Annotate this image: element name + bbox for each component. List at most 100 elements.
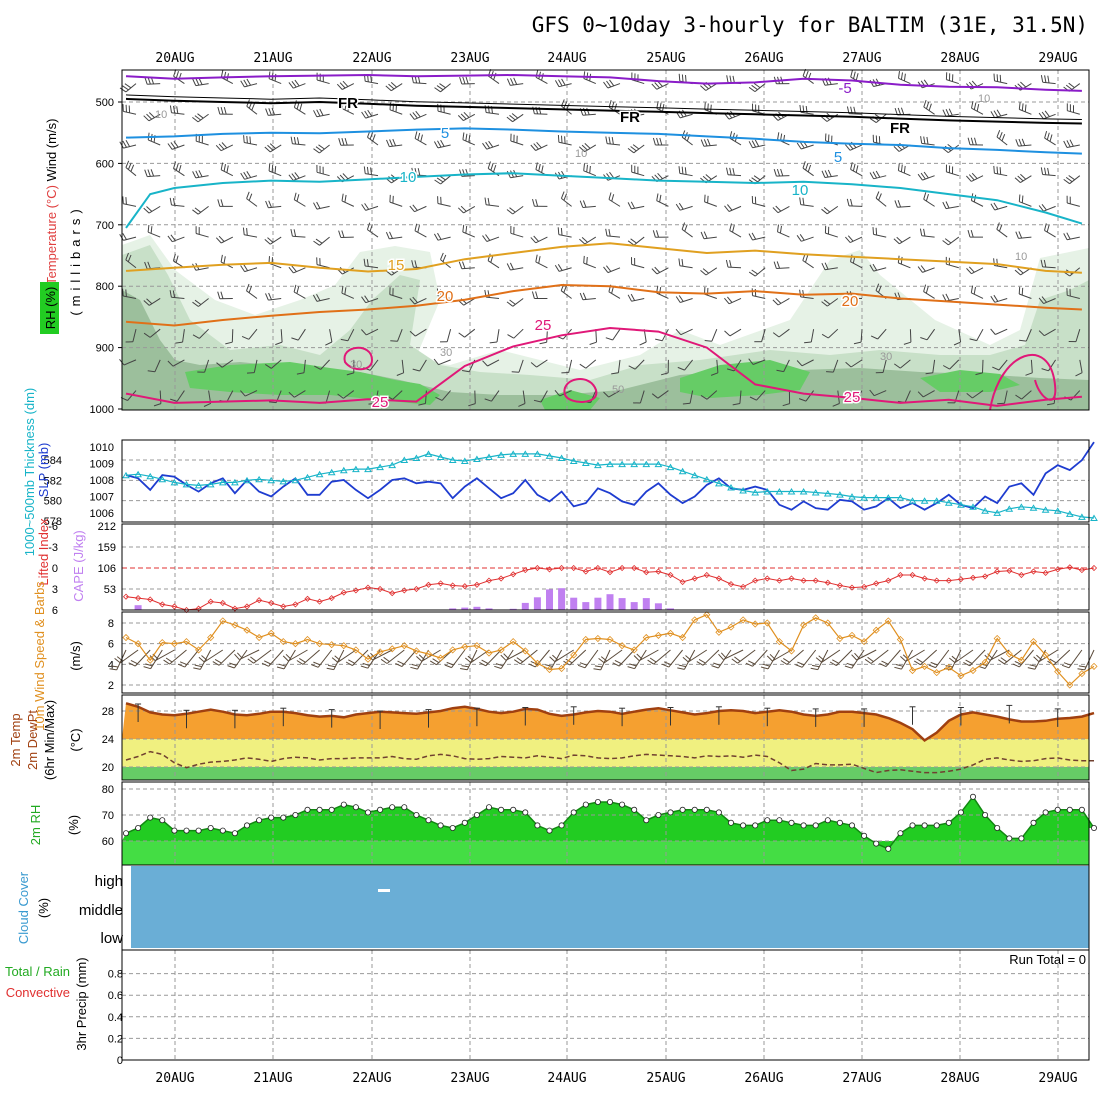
- barb-flag: [462, 132, 465, 140]
- barb-flag: [122, 288, 124, 297]
- barb-flag: [726, 368, 735, 372]
- barb-flag: [1041, 111, 1047, 119]
- wind-barb: [1075, 359, 1083, 377]
- wind-barb: [1063, 175, 1081, 185]
- wind-barb: [660, 359, 669, 376]
- barb-flag: [462, 370, 470, 373]
- wind-barb: [386, 390, 403, 400]
- barb-flag: [821, 301, 828, 307]
- barb-flag: [681, 74, 684, 82]
- barb-flag: [545, 664, 553, 667]
- barb-flag: [923, 192, 927, 200]
- wind-speed-marker: [1066, 681, 1074, 689]
- wind-barb: [462, 224, 475, 238]
- wind-speed-marker: [545, 665, 554, 674]
- wind-barb: [773, 168, 790, 177]
- barb-shaft: [171, 296, 185, 299]
- barb-shaft: [246, 198, 258, 207]
- wind-barb: [776, 359, 790, 373]
- barb-flag: [145, 663, 153, 667]
- wind-barb: [293, 284, 306, 299]
- barb-flag: [493, 164, 497, 173]
- wind-barb: [704, 194, 717, 207]
- barb-shaft: [389, 144, 403, 148]
- wind-barb: [338, 230, 354, 238]
- barb-flag: [299, 103, 303, 111]
- wind-speed-marker: [691, 616, 699, 624]
- barb-shaft: [172, 359, 185, 367]
- barb-flag: [506, 116, 513, 123]
- barb-flag: [1017, 175, 1024, 182]
- wind-barb: [869, 170, 887, 180]
- wind-barb: [821, 169, 838, 178]
- barb-flag: [293, 229, 297, 237]
- barb-flag: [268, 71, 271, 79]
- wind-barb-10m: [879, 649, 901, 668]
- barb-flag: [993, 73, 995, 81]
- thickness-marker: [811, 489, 820, 496]
- barb-shaft: [727, 266, 742, 269]
- wind-barb: [265, 292, 282, 301]
- barb-shaft: [123, 236, 137, 241]
- barb-flag: [966, 393, 973, 399]
- barb-flag: [1063, 662, 1071, 666]
- barb-flag: [173, 141, 179, 148]
- barb-flag: [704, 102, 706, 110]
- wind-barb: [535, 70, 548, 85]
- lifted-index-marker: [340, 589, 347, 596]
- barb-flag: [296, 286, 300, 294]
- barb-flag: [942, 109, 947, 117]
- barb-flag: [700, 85, 707, 91]
- barb-shaft: [728, 298, 742, 305]
- barb-flag: [583, 163, 585, 171]
- barb-flag: [829, 661, 837, 667]
- barb-flag: [417, 75, 421, 84]
- ylabel-precip: 3hr Precip (mm): [74, 957, 89, 1050]
- barb-flag: [805, 163, 809, 171]
- barb-shaft: [195, 267, 209, 271]
- barb-flag: [538, 256, 541, 264]
- lifted-index-marker: [570, 564, 577, 572]
- barb-flag: [462, 224, 465, 233]
- rh-contour-label: 30: [350, 359, 362, 371]
- thickness-marker: [581, 459, 590, 466]
- rh2m-marker: [352, 804, 359, 811]
- wind-barb: [482, 140, 500, 150]
- wind-barb: [796, 234, 814, 242]
- wind-barb: [554, 78, 572, 88]
- barb-flag: [342, 173, 349, 180]
- thickness-marker: [521, 450, 530, 457]
- wind-barb: [290, 136, 306, 146]
- barb-shaft: [1042, 81, 1056, 85]
- barb-flag: [415, 110, 421, 118]
- wind-speed-marker: [993, 634, 1001, 643]
- thickness-marker: [836, 491, 844, 498]
- wind-barb: [241, 328, 258, 340]
- wind-barb: [579, 292, 596, 301]
- wind-barb-10m: [894, 649, 913, 670]
- barb-flag: [411, 167, 414, 176]
- wind-barb: [945, 164, 959, 177]
- rh2m-marker: [1006, 835, 1013, 842]
- barb-flag: [510, 78, 514, 86]
- barb-flag: [530, 237, 537, 244]
- barb-flag: [654, 266, 661, 273]
- wind-speed-marker: [412, 647, 420, 655]
- barb-flag: [1047, 167, 1050, 176]
- barb-flag: [579, 292, 584, 300]
- barb-flag: [341, 230, 345, 238]
- barb-flag: [150, 169, 155, 177]
- lifted-index-marker: [727, 581, 735, 588]
- wind-speed-marker: [243, 626, 251, 634]
- wind-barb-10m: [296, 649, 320, 665]
- barb-shaft: [560, 290, 572, 299]
- barb-shaft: [996, 228, 1008, 238]
- wind-barb: [1044, 130, 1056, 146]
- barb-shaft: [848, 113, 863, 115]
- barb-flag: [484, 398, 492, 402]
- barb-flag: [647, 659, 654, 665]
- barb-flag: [271, 107, 276, 116]
- ylabel-rh2m: 2m RH: [28, 805, 43, 845]
- date-label-bottom: 27AUG: [842, 1071, 881, 1086]
